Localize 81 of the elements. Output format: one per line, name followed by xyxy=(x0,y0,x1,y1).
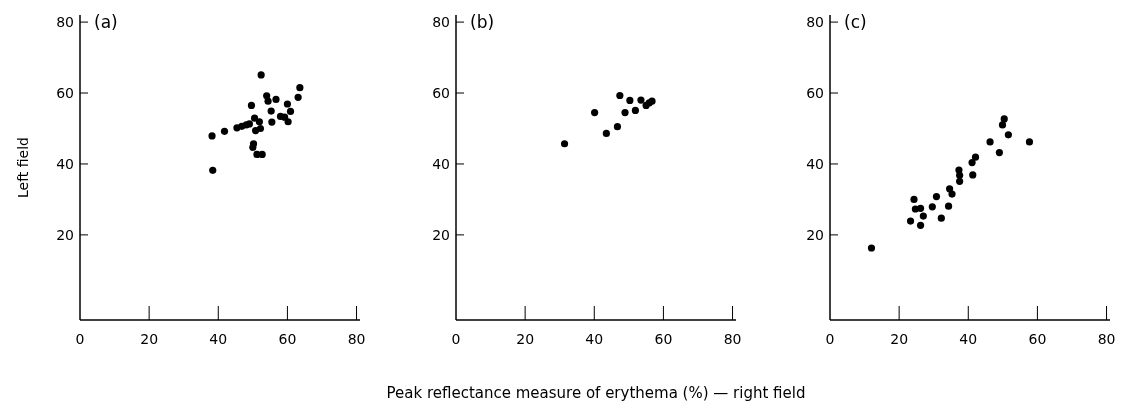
x-tick-label: 20 xyxy=(140,331,159,347)
point xyxy=(1004,131,1012,139)
y-tick-label: 80 xyxy=(56,13,74,30)
x-tick-label: 0 xyxy=(75,331,85,347)
point xyxy=(1025,138,1034,146)
x-tick-label: 20 xyxy=(890,331,909,347)
y-tick-label: 40 xyxy=(56,155,74,172)
point xyxy=(255,118,264,126)
y-axis-title: Left field xyxy=(15,137,31,198)
point xyxy=(294,93,302,101)
y-tick-label: 40 xyxy=(432,155,450,172)
point xyxy=(986,138,994,146)
x-tick-label: 60 xyxy=(654,331,673,347)
point xyxy=(944,202,953,210)
point xyxy=(631,106,640,114)
point xyxy=(286,107,295,116)
point xyxy=(616,91,624,100)
point xyxy=(621,108,629,117)
point xyxy=(296,84,304,92)
point xyxy=(937,214,945,222)
point xyxy=(560,140,569,148)
y-tick-label: 20 xyxy=(432,226,450,243)
x-tick-label: 0 xyxy=(451,331,461,347)
point xyxy=(250,114,259,122)
y-tick-label: 20 xyxy=(806,226,824,243)
x-tick-label: 60 xyxy=(1028,331,1047,347)
point xyxy=(919,212,927,220)
point xyxy=(998,121,1007,129)
y-tick-label: 60 xyxy=(806,84,824,101)
chart-title: (c) xyxy=(844,12,867,33)
point xyxy=(971,153,980,161)
point xyxy=(968,158,976,167)
x-tick-label: 80 xyxy=(1097,331,1116,347)
point xyxy=(928,203,936,211)
point xyxy=(247,101,256,110)
point xyxy=(916,221,925,229)
point xyxy=(969,171,977,179)
x-tick-label: 40 xyxy=(209,331,228,347)
x-tick-label: 20 xyxy=(516,331,535,347)
point xyxy=(906,217,915,225)
point xyxy=(867,244,876,252)
point xyxy=(626,96,634,105)
point xyxy=(208,132,216,140)
point xyxy=(268,118,276,126)
x-tick-label: 80 xyxy=(347,331,366,347)
point xyxy=(910,195,918,204)
x-tick-label: 40 xyxy=(585,331,604,347)
x-tick-label: 40 xyxy=(959,331,978,347)
point xyxy=(916,204,925,212)
point xyxy=(637,96,645,104)
x-tick-label: 60 xyxy=(278,331,297,347)
point xyxy=(209,166,217,174)
y-tick-label: 20 xyxy=(56,226,74,243)
point xyxy=(220,127,229,135)
point xyxy=(1000,115,1008,123)
point xyxy=(283,100,292,108)
x-axis-title: Peak reflectance measure of erythema (%) — right field xyxy=(386,384,806,402)
point xyxy=(995,149,1003,157)
point xyxy=(267,107,275,115)
point xyxy=(602,129,610,138)
point xyxy=(956,171,964,179)
y-tick-label: 60 xyxy=(56,84,74,101)
point xyxy=(264,97,272,105)
point xyxy=(258,150,266,158)
chart-title: (a) xyxy=(94,12,118,33)
point xyxy=(591,108,599,117)
point xyxy=(932,192,941,201)
point xyxy=(284,118,292,126)
point xyxy=(956,177,964,185)
y-tick-label: 40 xyxy=(806,155,824,172)
y-tick-label: 60 xyxy=(432,84,450,101)
y-tick-label: 80 xyxy=(432,13,450,30)
y-tick-label: 80 xyxy=(806,13,824,30)
point xyxy=(948,190,956,198)
point xyxy=(613,123,622,131)
x-tick-label: 0 xyxy=(825,331,835,347)
chart-title: (b) xyxy=(470,12,495,33)
x-tick-label: 80 xyxy=(723,331,742,347)
point xyxy=(272,95,280,103)
point xyxy=(257,71,265,79)
point xyxy=(256,124,265,133)
